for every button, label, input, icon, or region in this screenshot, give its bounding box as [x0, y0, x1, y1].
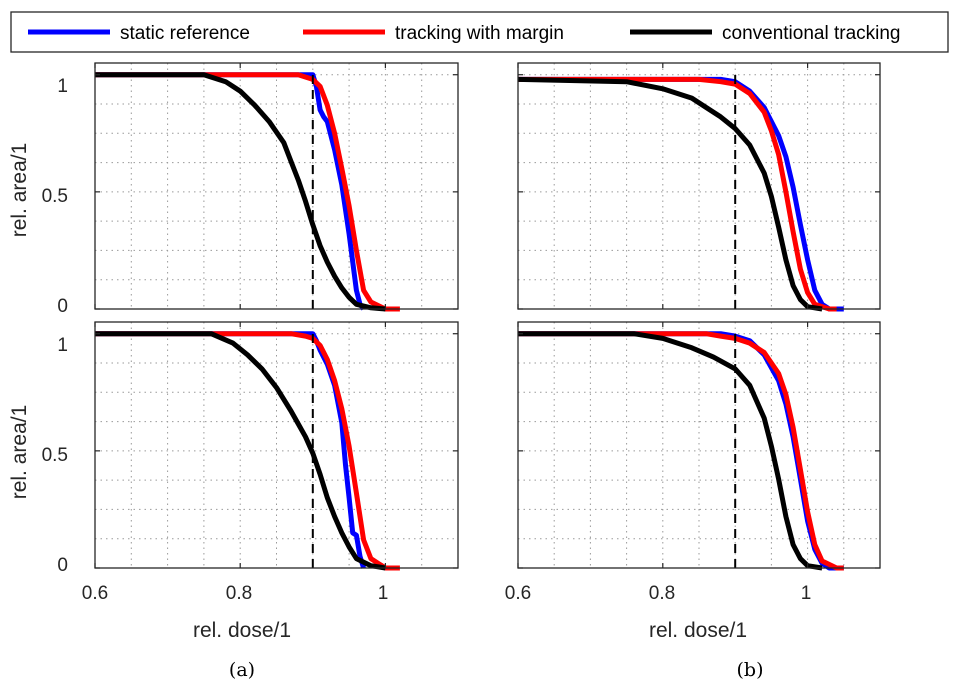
x-tick-label-a-1: 1 — [378, 583, 389, 604]
series-conventional-tracking — [517, 76, 823, 312]
y-tick-label-bottom-0: 0 — [57, 555, 68, 576]
y-tick-label-bottom-1: 1 — [57, 335, 68, 356]
plot-frame — [94, 62, 459, 310]
legend: static reference tracking with margin co… — [10, 11, 949, 53]
x-tick-label-a-08: 0.8 — [226, 583, 252, 604]
x-axis-label-a: rel. dose/1 — [193, 619, 291, 642]
panel-a-bottom — [94, 321, 459, 571]
y-tick-label-top-1: 1 — [57, 76, 68, 97]
legend-label-static-reference: static reference — [120, 23, 250, 44]
y-tick-labels: 1 0.5 0 1 0.5 0 — [42, 76, 68, 576]
panel-a-top — [94, 62, 459, 312]
series-conventional-tracking — [518, 331, 823, 571]
y-tick-label-top-05: 0.5 — [42, 186, 68, 207]
legend-box — [10, 11, 949, 53]
x-tick-label-b-1: 1 — [801, 583, 812, 604]
x-axis-label-b: rel. dose/1 — [649, 619, 747, 642]
panel-b-bottom — [517, 321, 881, 571]
caption-a: (a) — [229, 659, 255, 681]
y-axis-label-top: rel. area/1 — [8, 143, 31, 238]
series-static-reference — [95, 72, 366, 311]
x-tick-label-b-08: 0.8 — [649, 583, 675, 604]
plot-frame — [517, 62, 881, 310]
y-tick-label-top-0: 0 — [57, 296, 68, 317]
plot-frame — [517, 321, 881, 569]
legend-label-tracking-with-margin: tracking with margin — [395, 23, 564, 44]
x-tick-label-a-06: 0.6 — [82, 583, 108, 604]
series-tracking-with-margin — [95, 331, 400, 571]
x-tick-labels: 0.6 0.8 1 0.6 0.8 1 — [82, 583, 812, 604]
series-static-reference — [95, 331, 366, 569]
series-conventional-tracking — [95, 331, 386, 571]
x-tick-label-b-06: 0.6 — [505, 583, 531, 604]
y-axis-label-bottom: rel. area/1 — [8, 405, 31, 500]
y-tick-label-bottom-05: 0.5 — [42, 445, 68, 466]
series-static-reference — [518, 76, 844, 312]
legend-label-conventional-tracking: conventional tracking — [722, 23, 901, 44]
panel-b-top — [517, 62, 881, 312]
series-conventional-tracking — [95, 72, 386, 312]
series-tracking-with-margin — [518, 331, 844, 571]
caption-b: (b) — [737, 659, 764, 681]
plot-frame — [94, 321, 459, 569]
series-tracking-with-margin — [518, 76, 837, 312]
